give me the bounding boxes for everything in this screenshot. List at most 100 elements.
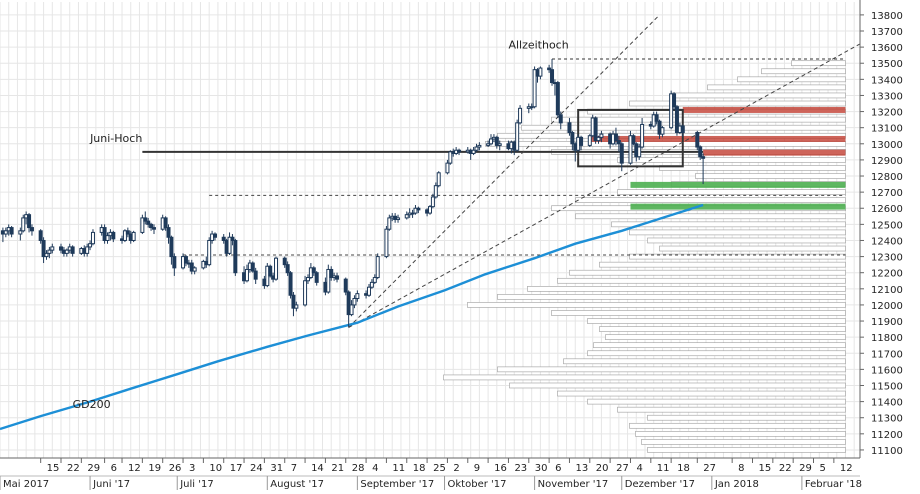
candle-body	[288, 272, 293, 296]
candle-body	[599, 133, 604, 138]
y-tick-label: 11400	[871, 398, 903, 409]
candle-body	[433, 185, 438, 198]
y-tick-label: 12300	[871, 253, 903, 264]
candle-body	[189, 262, 194, 272]
candle-body	[619, 143, 624, 164]
y-tick-label: 13600	[871, 43, 903, 54]
candle-body	[698, 146, 703, 158]
y-tick-label: 13400	[871, 75, 903, 86]
x-tick-label: 13	[575, 463, 588, 474]
support-zone	[630, 181, 846, 188]
candle-body	[695, 132, 700, 148]
x-tick-label: 11	[392, 463, 405, 474]
candle-body	[477, 144, 482, 148]
candle-body	[50, 246, 55, 251]
volume-profile-bar	[629, 229, 846, 236]
x-tick-label: 22	[67, 463, 80, 474]
candle-body	[207, 239, 212, 266]
candle-body	[88, 243, 93, 248]
x-tick-label: 27	[616, 463, 629, 474]
candle-body	[163, 217, 168, 229]
candle-body	[515, 122, 520, 151]
candle-body	[47, 249, 52, 254]
candle-body	[640, 123, 645, 148]
candle-body	[669, 93, 674, 129]
month-label: September '17	[360, 479, 434, 490]
candle-body	[471, 149, 476, 154]
volume-profile-bar	[443, 374, 846, 381]
candle-body	[149, 223, 154, 229]
annotation-label: Juni-Hoch	[89, 132, 142, 145]
volume-profile-bar	[671, 92, 846, 99]
y-tick-label: 11900	[871, 317, 903, 328]
candle-body	[413, 207, 418, 214]
candle-body	[282, 257, 287, 266]
x-tick-label: 4	[636, 463, 642, 474]
trend-line	[348, 14, 660, 328]
volume-profile-bar	[563, 358, 846, 365]
volume-profile-bar	[587, 350, 846, 357]
candle-body	[122, 230, 127, 241]
volume-profile-bar	[611, 221, 846, 228]
volume-profile-bar	[575, 197, 846, 203]
candle-body	[436, 172, 441, 187]
resistance-zone	[589, 135, 846, 142]
month-label: Mai 2017	[3, 479, 49, 490]
x-tick-label: 3	[189, 463, 195, 474]
candle-body	[268, 265, 273, 277]
candle-body	[183, 256, 188, 264]
x-tick-label: 29	[799, 463, 812, 474]
candle-body	[369, 281, 374, 288]
candle-body	[474, 146, 479, 151]
volume-profile-bar	[509, 382, 846, 389]
candle-body	[616, 140, 621, 145]
candle-body	[294, 304, 299, 309]
x-tick-label: 23	[514, 463, 527, 474]
candle-body	[596, 136, 601, 142]
month-label: Oktober '17	[448, 479, 507, 490]
volume-profile-bar	[617, 157, 846, 163]
x-tick-label: 18	[413, 463, 426, 474]
x-tick-label: 2	[453, 463, 459, 474]
candle-body	[140, 217, 145, 233]
volume-profile-bar	[635, 431, 846, 437]
x-tick-label: 22	[779, 463, 792, 474]
y-tick-label: 11300	[871, 414, 903, 425]
candle-body	[192, 267, 197, 272]
annotation-label: GD200	[73, 398, 111, 411]
month-label: Juli '17	[179, 479, 214, 490]
candle-body	[166, 227, 171, 238]
candle-body	[529, 106, 534, 109]
candle-body	[326, 268, 331, 293]
y-axis-panel	[860, 0, 920, 490]
x-tick-label: 12	[840, 463, 853, 474]
volume-profile-bar	[707, 84, 846, 91]
candle-body	[593, 117, 598, 142]
candle-body	[311, 267, 316, 274]
y-tick-label: 12100	[871, 285, 903, 296]
volume-profile-bar	[557, 390, 846, 397]
volume-profile-bar	[599, 326, 846, 332]
candle-body	[674, 106, 679, 134]
volume-profile-bar	[791, 60, 846, 67]
x-tick-label: 15	[47, 463, 60, 474]
x-tick-label: 24	[250, 463, 263, 474]
month-label: Februar '18	[805, 479, 862, 490]
candle-body	[221, 236, 226, 241]
x-axis-panel	[0, 458, 860, 490]
y-tick-label: 13000	[871, 140, 903, 151]
x-tick-label: 11	[657, 463, 670, 474]
resistance-zone	[703, 149, 846, 156]
candle-body	[372, 277, 377, 283]
candle-body	[111, 231, 116, 240]
candle-body	[169, 236, 174, 258]
annotation-label: Allzeithoch	[508, 39, 568, 52]
trend-lines	[348, 14, 861, 328]
candle-body	[105, 235, 110, 241]
candle-body	[457, 149, 462, 153]
candle-body	[445, 162, 450, 174]
candle-body	[151, 227, 156, 230]
volume-profile-bar	[587, 398, 846, 405]
volume-profile-bar	[527, 286, 846, 292]
